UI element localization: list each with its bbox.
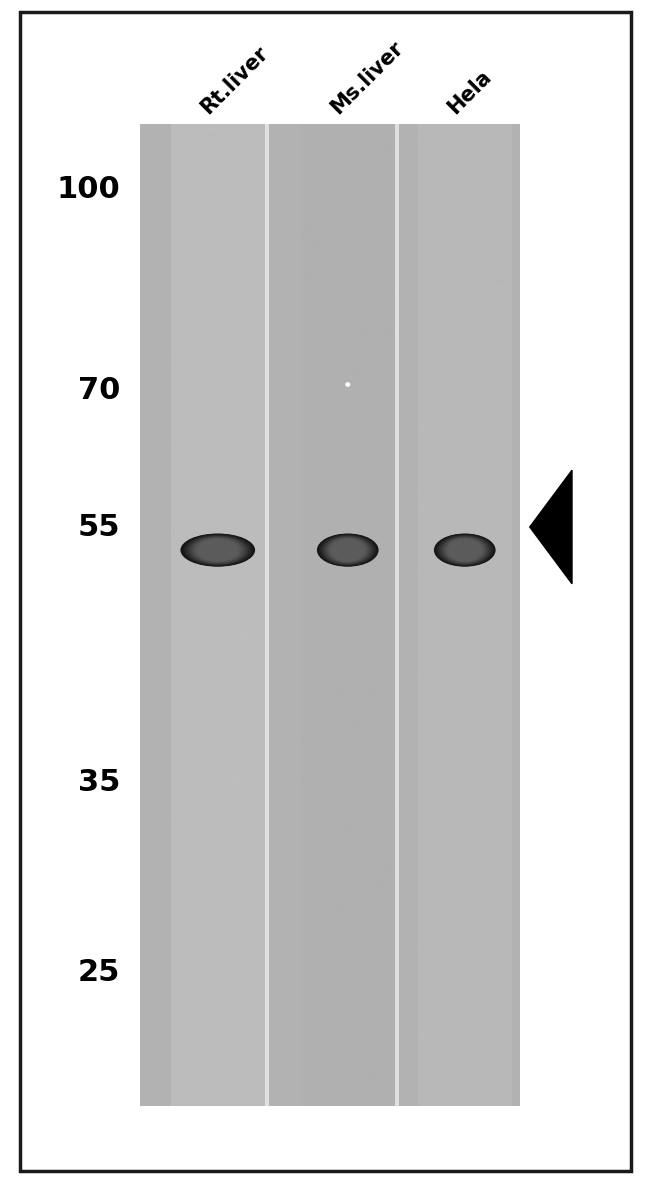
Bar — [300, 124, 395, 1106]
Ellipse shape — [448, 538, 482, 562]
Text: 35: 35 — [78, 768, 120, 797]
Ellipse shape — [436, 535, 493, 565]
Ellipse shape — [185, 535, 251, 565]
Ellipse shape — [325, 537, 370, 563]
Ellipse shape — [317, 534, 378, 567]
Ellipse shape — [443, 537, 487, 563]
Ellipse shape — [446, 538, 484, 562]
Ellipse shape — [328, 537, 368, 563]
Text: 100: 100 — [57, 175, 120, 203]
Ellipse shape — [187, 536, 248, 564]
Ellipse shape — [434, 534, 495, 567]
Text: 70: 70 — [78, 376, 120, 406]
Bar — [170, 124, 265, 1106]
Ellipse shape — [320, 535, 376, 565]
Ellipse shape — [441, 536, 489, 564]
Bar — [265, 124, 269, 1106]
Ellipse shape — [328, 538, 367, 562]
Ellipse shape — [326, 537, 370, 563]
Text: Rt.liver: Rt.liver — [197, 43, 272, 118]
Ellipse shape — [439, 536, 490, 564]
Ellipse shape — [330, 538, 365, 562]
Ellipse shape — [197, 538, 239, 562]
Ellipse shape — [190, 537, 245, 563]
Ellipse shape — [192, 537, 243, 563]
Ellipse shape — [321, 535, 374, 565]
Text: Hela: Hela — [444, 67, 495, 118]
Ellipse shape — [438, 535, 491, 565]
Ellipse shape — [181, 534, 254, 567]
Ellipse shape — [196, 538, 239, 562]
Ellipse shape — [442, 537, 488, 563]
Ellipse shape — [441, 536, 488, 564]
Ellipse shape — [188, 536, 247, 564]
Ellipse shape — [194, 538, 241, 562]
Polygon shape — [530, 470, 572, 583]
Ellipse shape — [322, 536, 373, 564]
Text: 25: 25 — [78, 958, 120, 987]
Ellipse shape — [185, 535, 250, 565]
Ellipse shape — [183, 535, 253, 565]
Ellipse shape — [324, 536, 371, 564]
Ellipse shape — [187, 536, 249, 564]
Ellipse shape — [436, 535, 494, 565]
Bar — [417, 124, 512, 1106]
Ellipse shape — [319, 535, 376, 565]
Ellipse shape — [189, 536, 246, 564]
Bar — [395, 124, 398, 1106]
Ellipse shape — [318, 535, 377, 565]
Ellipse shape — [439, 536, 491, 564]
Ellipse shape — [322, 536, 374, 564]
Ellipse shape — [437, 535, 493, 565]
Bar — [140, 124, 520, 1106]
Ellipse shape — [331, 538, 365, 562]
Ellipse shape — [195, 538, 240, 562]
Ellipse shape — [326, 537, 369, 563]
Text: Ms.liver: Ms.liver — [327, 38, 408, 118]
Ellipse shape — [435, 534, 495, 567]
Ellipse shape — [193, 537, 242, 563]
Ellipse shape — [183, 535, 252, 565]
Ellipse shape — [191, 537, 244, 563]
Ellipse shape — [345, 382, 350, 387]
Text: 55: 55 — [78, 512, 120, 542]
Ellipse shape — [329, 538, 367, 562]
Ellipse shape — [443, 537, 486, 563]
Ellipse shape — [447, 538, 482, 562]
Ellipse shape — [318, 534, 378, 567]
Ellipse shape — [445, 538, 484, 562]
Ellipse shape — [181, 534, 255, 567]
Ellipse shape — [445, 537, 485, 563]
Ellipse shape — [324, 536, 372, 564]
